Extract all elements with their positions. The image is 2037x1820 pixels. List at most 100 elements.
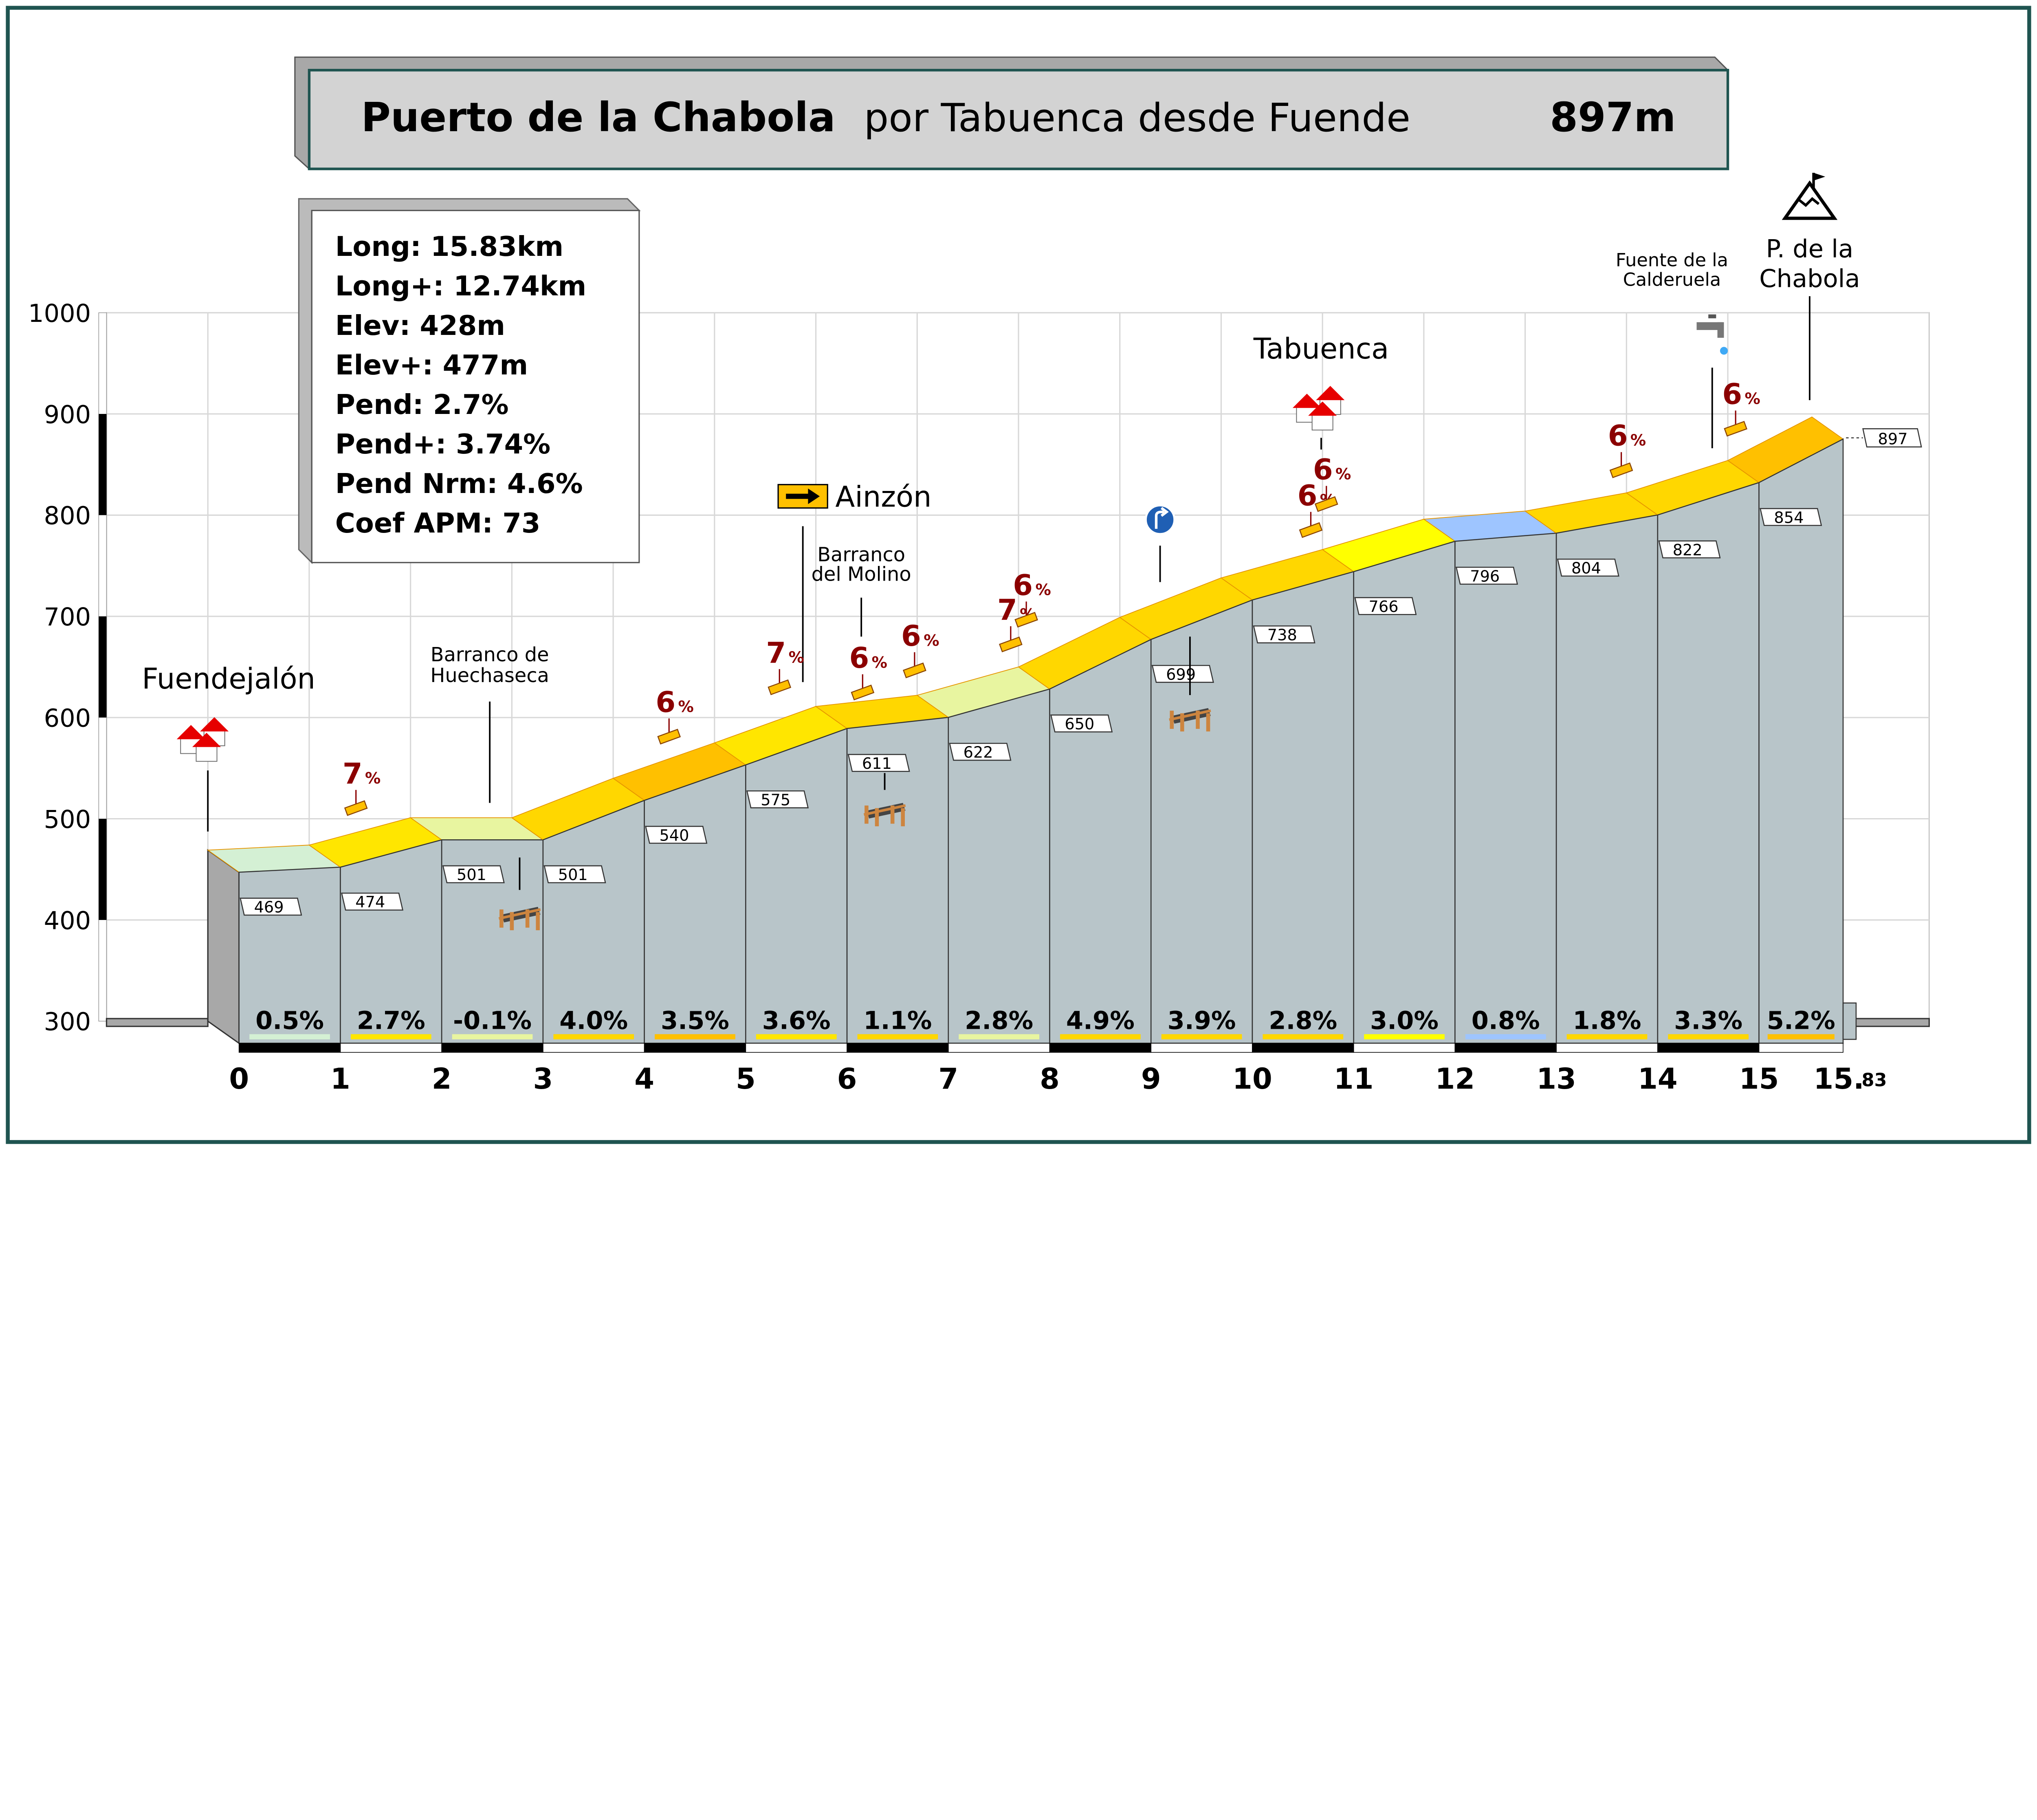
segment-gradient-color: [655, 1034, 735, 1040]
title-box: Puerto de la Chabola por Tabuenca desde …: [294, 56, 1729, 171]
water-drop: [1720, 347, 1728, 355]
km-strip: [644, 1043, 746, 1053]
gradient-marker-value: 7: [997, 593, 1017, 627]
profile-front-face: [745, 728, 848, 1044]
y-axis: 300 400 500 600 700 800 900 1000: [28, 299, 1930, 1037]
segment-gradient-label: 2.7%: [357, 1007, 425, 1035]
gradient-marker-unit: %: [1630, 431, 1646, 450]
gradient-marker: 6%: [1608, 419, 1646, 478]
bridge-post: [901, 808, 905, 827]
y-tick-label: 800: [44, 502, 91, 530]
gradient-marker-plate: [344, 800, 368, 816]
gradient-marker-plate: [1299, 522, 1323, 538]
profile-front-face: [1049, 638, 1152, 1044]
elevation-label-box: [645, 825, 708, 844]
gradient-marker-plate: [1014, 612, 1038, 628]
bridge-icon: [1169, 708, 1211, 732]
elevation-label: 854: [1774, 508, 1804, 527]
segment-gradient-label: 4.9%: [1066, 1007, 1135, 1035]
km-strip: [1150, 1043, 1253, 1053]
stats-list: Long: 15.83km Long+: 12.74km Elev: 428m Ele…: [335, 231, 587, 539]
stats-box: Long: 15.83km Long+: 12.74km Elev: 428m Ele…: [298, 198, 641, 564]
gradient-marker: 6%: [1313, 453, 1351, 512]
water-tap-icon: [1696, 314, 1728, 355]
gradient-marker-value: 6: [901, 619, 921, 653]
elevation-label: 738: [1267, 626, 1297, 644]
km-strip: [340, 1043, 442, 1053]
x-tick-label: 14: [1638, 1062, 1678, 1096]
segment-gradient-label: 3.9%: [1168, 1007, 1236, 1035]
km-strip: [543, 1043, 645, 1053]
gradient-marker: 7%: [343, 757, 381, 816]
gradient-marker-plate: [768, 679, 792, 695]
gradient-marker-value: 6: [1313, 453, 1333, 486]
gradient-marker: 6%: [1722, 378, 1760, 437]
gradient-marker-plate: [657, 728, 681, 745]
elevation-label: 501: [457, 866, 486, 884]
segment-gradient-label: 1.1%: [863, 1007, 932, 1035]
stat-line: Long+: 12.74km: [335, 270, 587, 302]
km-strip: [441, 1043, 543, 1053]
bridge-post: [536, 912, 540, 931]
arrow-sign-icon: [777, 484, 828, 509]
y-scale-block: [99, 819, 107, 920]
y-scale-block: [99, 616, 107, 718]
y-tick-label: 700: [44, 603, 91, 632]
profile-front-face: [1454, 533, 1557, 1044]
gradient-marker-unit: %: [924, 632, 939, 650]
bridge-post: [1206, 713, 1210, 732]
bridge-icon: [498, 907, 541, 931]
title-subtitle: por Tabuenca desde Fuende: [864, 95, 1410, 141]
gradient-marker: 6%: [1013, 568, 1051, 628]
elevation-label: 474: [355, 893, 385, 911]
x-tick-label: 8: [1040, 1062, 1060, 1096]
km-strip: [1657, 1043, 1760, 1053]
segment-gradient-label: -0.1%: [453, 1007, 532, 1035]
segment-gradient-color: [1566, 1034, 1648, 1040]
elevation-label: 501: [558, 866, 588, 884]
house-wall: [196, 745, 218, 762]
gradient-marker-value: 6: [656, 685, 675, 719]
gradient-marker-plate: [999, 636, 1023, 652]
title-box-face: [308, 69, 1729, 170]
km-strip: [1252, 1043, 1354, 1053]
bridge-post: [510, 912, 514, 931]
x-tick-label: 7: [938, 1062, 958, 1096]
bridge-rail: [863, 804, 906, 816]
gradient-marker-unit: %: [678, 698, 694, 716]
y-tick-label: 1000: [28, 299, 91, 328]
place-label-summit: Chabola: [1759, 265, 1860, 293]
y-tick-label: 300: [44, 1008, 91, 1037]
segment-gradient-label: 3.3%: [1674, 1007, 1742, 1035]
bridge-icon: [863, 803, 906, 827]
title-name: Puerto de la Chabola: [361, 94, 835, 141]
elevation-label-box: [1760, 508, 1822, 526]
elevation-label: 540: [659, 826, 689, 845]
gradient-marker-unit: %: [365, 769, 381, 788]
bridge-rail: [498, 908, 541, 920]
gradient-marker-value: 6: [1722, 378, 1742, 411]
elevation-label: 611: [862, 755, 892, 773]
segment-gradient-label: 3.5%: [661, 1007, 729, 1035]
segment-gradient-label: 0.8%: [1472, 1007, 1540, 1035]
km-strip: [1353, 1043, 1456, 1053]
profile: 0.5% 469 2.7% 474 -0.1% 501 4.0% 501 3.5% 540 3.6%…: [207, 416, 1922, 1053]
elevation-label-box: [1253, 625, 1315, 644]
gradient-marker: 6%: [849, 641, 887, 700]
elevation-label-box: [543, 865, 606, 883]
km-strip: [1454, 1043, 1557, 1053]
tap-handle: [1708, 314, 1716, 319]
turn-right-sign-icon: [1145, 504, 1176, 535]
segment-gradient-color: [857, 1034, 938, 1040]
stat-line: Pend Nrm: 4.6%: [335, 468, 583, 500]
gradient-marker-value: 6: [1298, 479, 1318, 512]
gradient-marker-value: 7: [766, 636, 786, 669]
elevation-label: 699: [1166, 665, 1196, 684]
x-tick-label: 3: [533, 1062, 553, 1096]
house-roof: [1308, 401, 1337, 416]
x-tick-label: 15: [1739, 1062, 1779, 1096]
x-tick-label: 4: [634, 1062, 654, 1096]
gradient-marker-plate: [1609, 462, 1633, 478]
segment-gradient-label: 3.0%: [1370, 1007, 1439, 1035]
